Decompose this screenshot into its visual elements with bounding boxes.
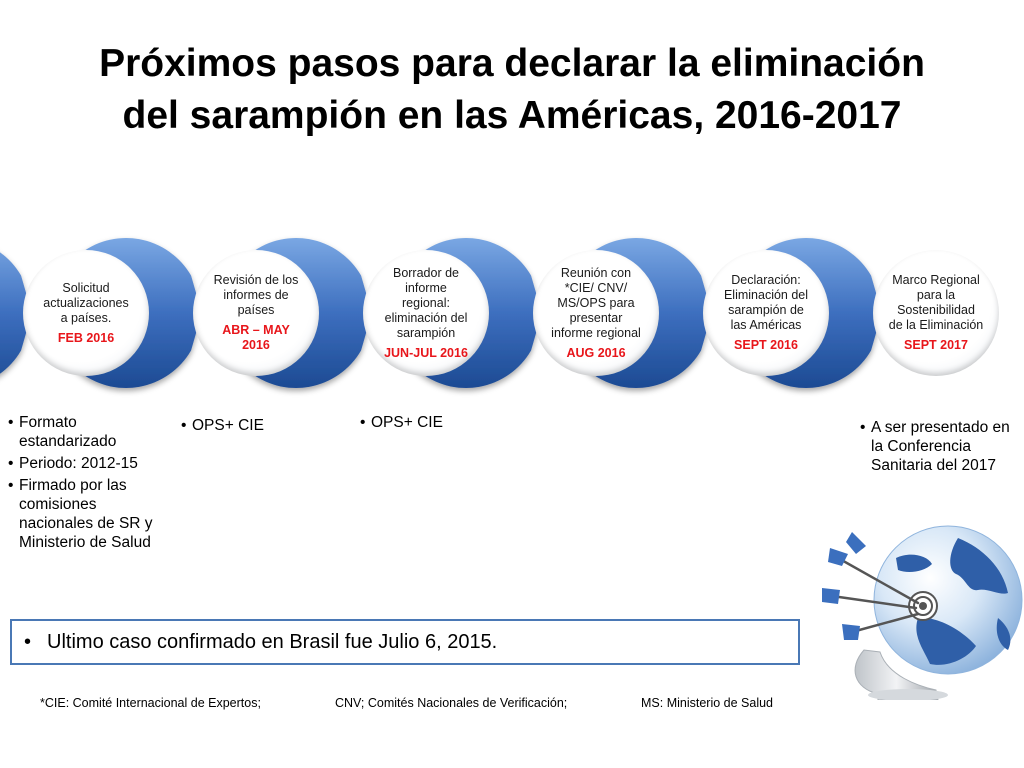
step-6-notes: A ser presentado en la Conferencia Sanit…: [860, 418, 1020, 478]
step-3-circle: Borrador de informe regional: eliminación d…: [351, 238, 501, 388]
list-item: Formato estandarizado: [8, 413, 168, 451]
step-3-date: JUN-JUL 2016: [384, 345, 468, 360]
bullet-icon: •: [24, 630, 32, 653]
list-item: Periodo: 2012-15: [8, 454, 168, 473]
globe-with-darts-icon: [808, 518, 1024, 701]
step-3-notes: OPS+ CIE: [360, 413, 480, 435]
step-6-text: Marco Regional para la Sostenibilidad de la…: [888, 273, 984, 332]
step-1-date: FEB 2016: [57, 330, 115, 345]
step-4-date: AUG 2016: [566, 345, 626, 360]
process-ring-graphics: [0, 238, 879, 389]
step-5-circle: Declaración: Eliminación del sarampión de l…: [691, 238, 841, 388]
step-2-circle: Revisión de los informes de países ABR – M…: [181, 238, 331, 388]
list-item: A ser presentado en la Conferencia Sanit…: [860, 418, 1020, 475]
step-2-notes: OPS+ CIE: [181, 416, 301, 438]
step-2-text: Revisión de los informes de países: [213, 273, 299, 317]
list-item: OPS+ CIE: [360, 413, 480, 432]
footnote-ms: MS: Ministerio de Salud: [641, 696, 774, 710]
list-item: OPS+ CIE: [181, 416, 301, 435]
footnote-cie: *CIE: Comité Internacional de Expertos;: [40, 696, 261, 710]
step-1-notes: Formato estandarizado Periodo: 2012-15 F…: [8, 413, 168, 555]
step-5-date: SEPT 2016: [734, 338, 798, 352]
list-item: Firmado por las comisiones nacionales de…: [8, 476, 168, 552]
step-4-circle: Reunión con *CIE/ CNV/MS/OPS para presenta…: [521, 238, 671, 388]
slide-title-line-1: Próximos pasos para declarar la eliminac…: [99, 42, 925, 85]
footnote-cnv: CNV; Comités Nacionales de Verificación;: [335, 696, 568, 710]
highlight-box: • Ultimo caso confirmado en Brasil fue J…: [10, 619, 800, 665]
step-ring-1: [0, 252, 29, 374]
slide-title-line-2: del sarampión en las Américas, 2016-2017: [122, 94, 902, 137]
step-1-circle: Solicitud actualizaciones a países. FEB 20…: [11, 238, 161, 388]
step-5-text: Declaración: Eliminación del sarampión de l…: [723, 273, 809, 332]
step-6-date: SEPT 2017: [904, 338, 968, 352]
step-4-text: Reunión con *CIE/ CNV/MS/OPS para presenta…: [551, 265, 641, 340]
highlight-text: Ultimo caso confirmado en Brasil fue Jul…: [47, 630, 498, 653]
step-6-circle: Marco Regional para la Sostenibilidad de la…: [861, 238, 1011, 388]
step-3-text: Borrador de informe regional: eliminación d…: [384, 265, 468, 340]
step-2-date: ABR – MAY 2016: [222, 323, 290, 352]
slide-title: Próximos pasos para declarar la eliminac…: [0, 38, 1024, 142]
step-1-text: Solicitud actualizaciones a países.: [43, 280, 129, 325]
